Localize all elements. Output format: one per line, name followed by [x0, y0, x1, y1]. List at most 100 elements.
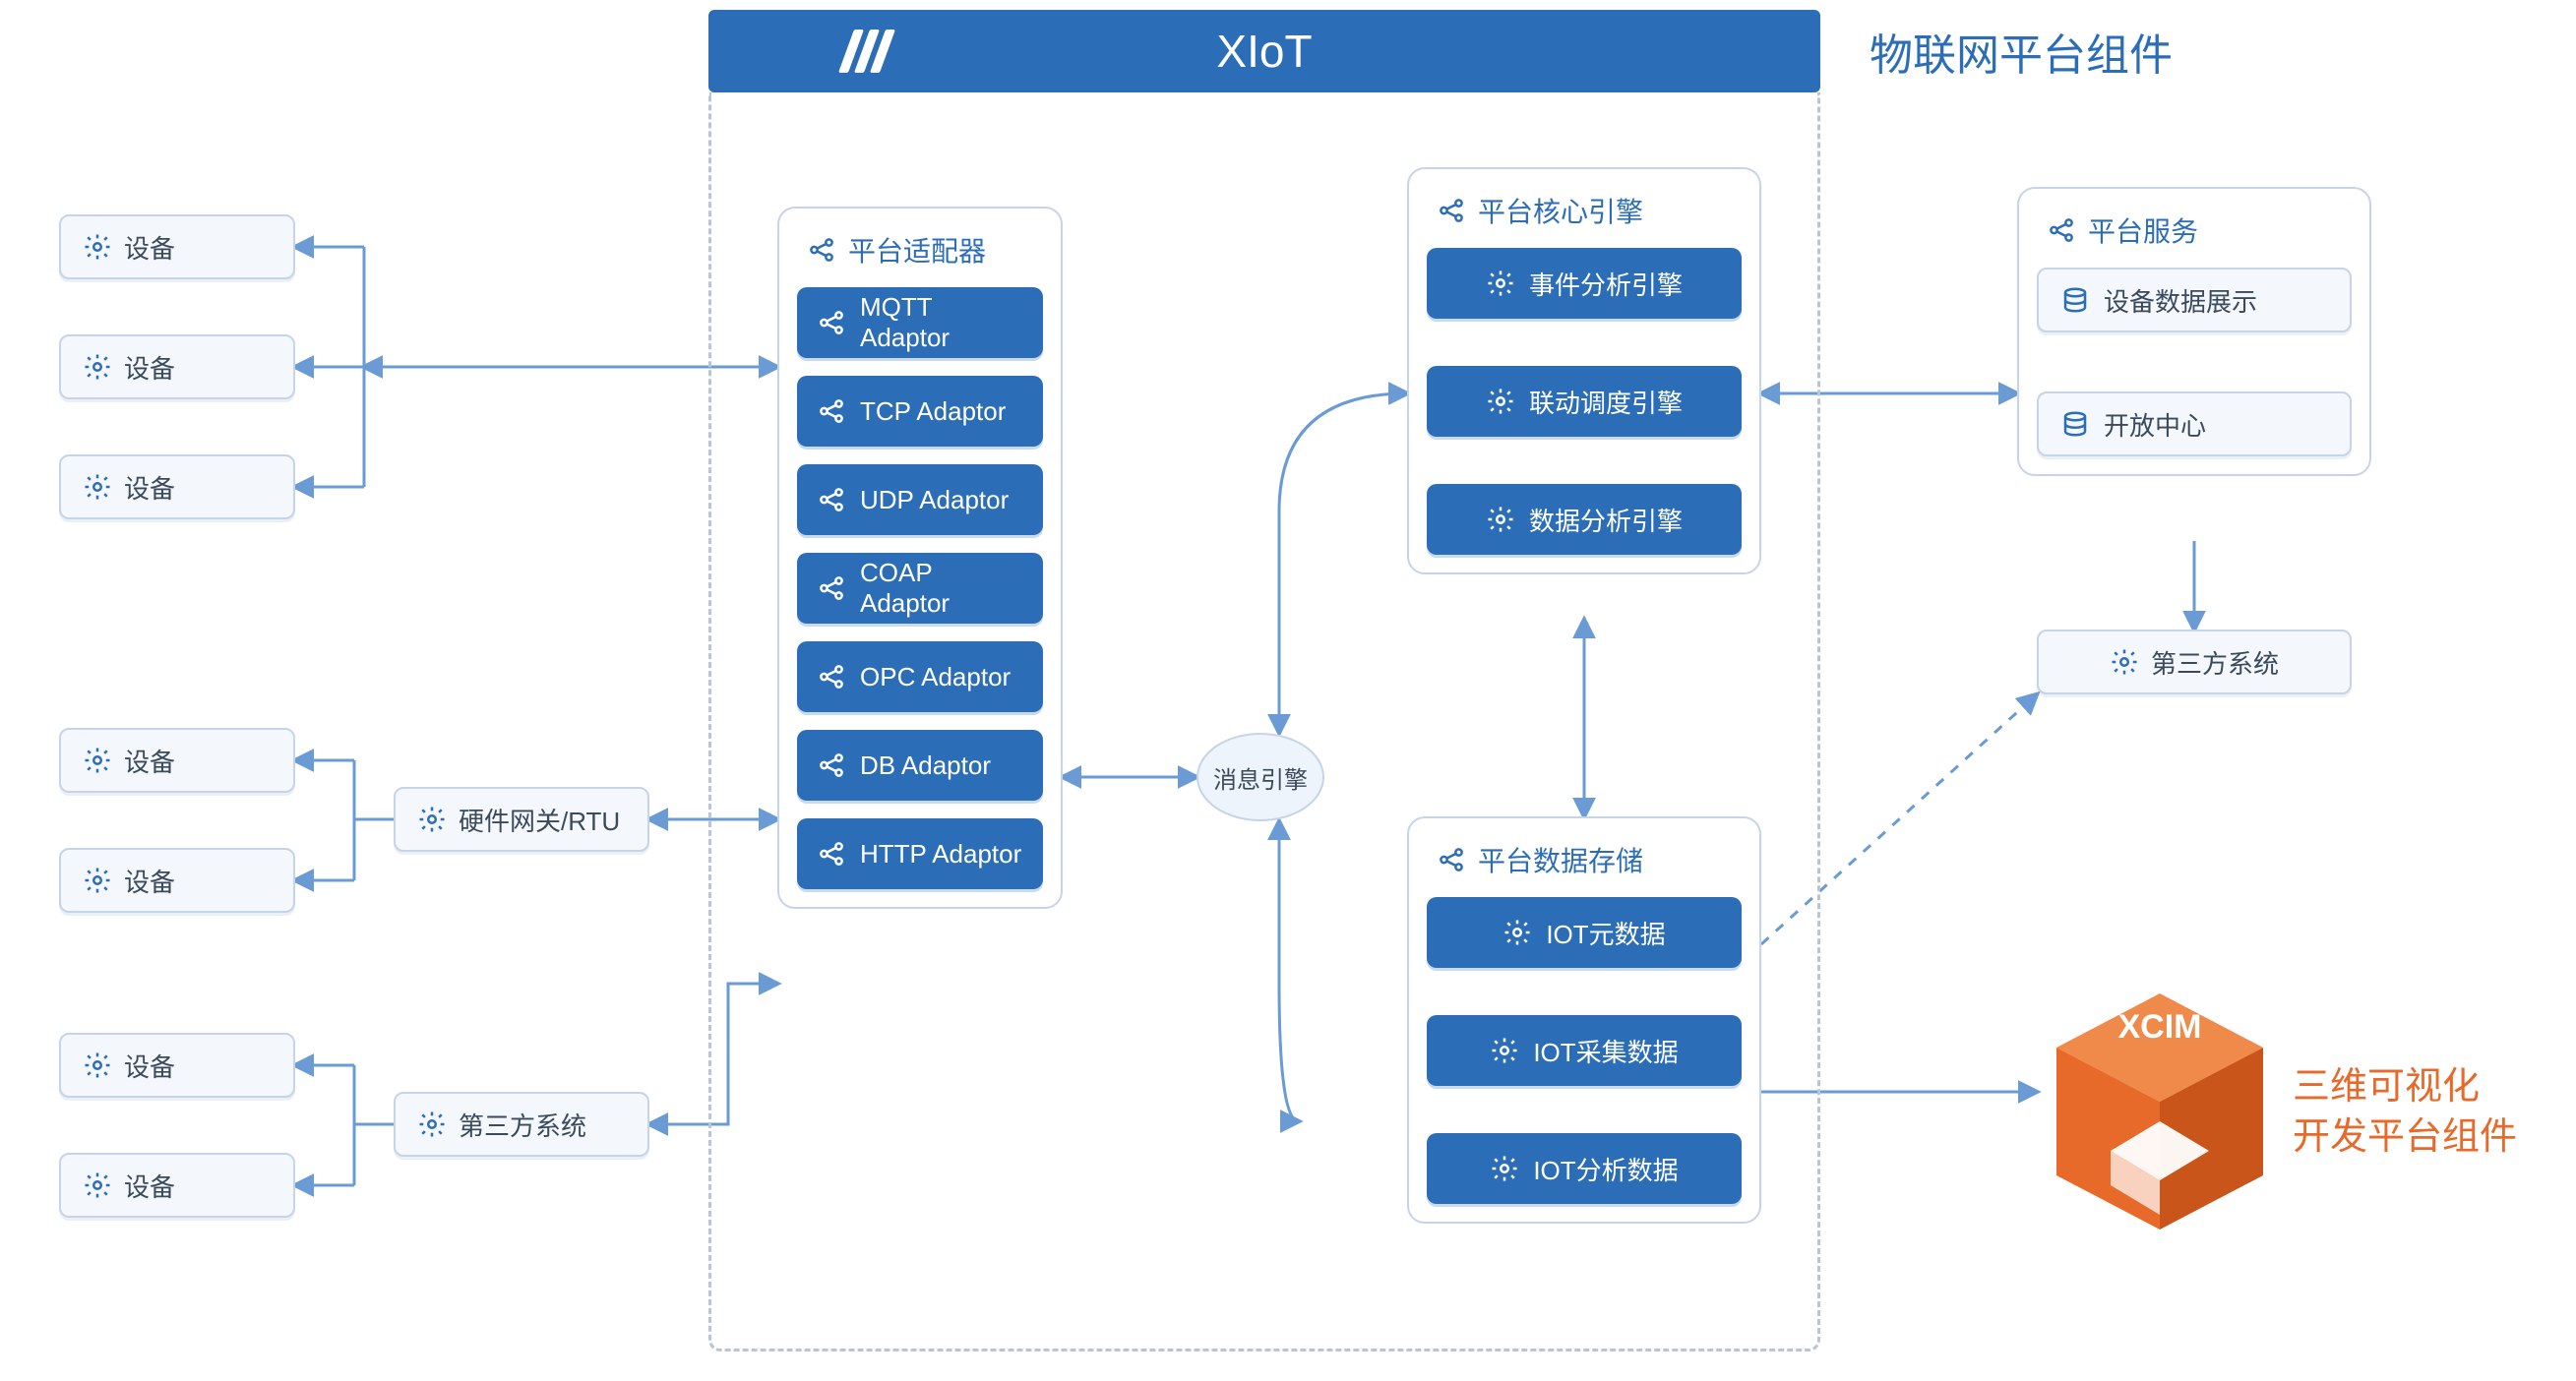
adaptor-label: COAP Adaptor — [860, 558, 1023, 619]
database-icon — [2060, 409, 2090, 439]
gear-icon — [1490, 1154, 1519, 1183]
share-icon — [817, 573, 846, 603]
engine-label: 数据分析引擎 — [1529, 502, 1683, 538]
gear-icon — [83, 1171, 112, 1200]
panel-title-label: 平台数据存储 — [1478, 840, 1643, 879]
gear-icon — [1490, 1036, 1519, 1065]
gear-icon — [83, 866, 112, 895]
adaptor-label: MQTT Adaptor — [860, 292, 1023, 353]
share-icon — [817, 396, 846, 426]
adaptor-label: UDP Adaptor — [860, 485, 1009, 515]
gear-icon — [83, 1051, 112, 1080]
gear-icon — [1486, 387, 1515, 416]
header-title: XIoT — [1216, 25, 1312, 78]
adaptor-item: OPC Adaptor — [797, 641, 1043, 712]
gear-icon — [83, 352, 112, 382]
device-node: 设备 — [59, 848, 295, 913]
gear-icon — [2110, 647, 2139, 677]
third-party-node: 第三方系统 — [394, 1092, 649, 1157]
service-item: 开放中心 — [2037, 391, 2352, 456]
adaptor-label: HTTP Adaptor — [860, 839, 1021, 870]
data-store-panel: 平台数据存储 IOT元数据 IOT采集数据 IOT分析数据 — [1407, 816, 1761, 1224]
third-party-right-node: 第三方系统 — [2037, 630, 2352, 694]
service-label: 开放中心 — [2104, 406, 2206, 443]
store-item: IOT分析数据 — [1427, 1133, 1742, 1204]
adaptor-label: OPC Adaptor — [860, 662, 1011, 692]
xcim-side-label: 三维可视化 开发平台组件 — [2293, 1062, 2517, 1164]
adaptor-item: UDP Adaptor — [797, 464, 1043, 535]
message-engine-label: 消息引擎 — [1213, 760, 1308, 795]
device-label: 设备 — [124, 469, 175, 506]
device-node: 设备 — [59, 728, 295, 793]
gateway-node: 硬件网关/RTU — [394, 787, 649, 852]
engine-label: 事件分析引擎 — [1529, 266, 1683, 302]
third-party-right-label: 第三方系统 — [2151, 644, 2279, 681]
gear-icon — [417, 1110, 447, 1139]
adaptor-label: DB Adaptor — [860, 751, 991, 781]
core-engine-panel: 平台核心引擎 事件分析引擎 联动调度引擎 数据分析引擎 — [1407, 167, 1761, 574]
logo-icon — [846, 30, 888, 73]
share-icon — [2047, 215, 2076, 245]
panel-title-label: 平台核心引擎 — [1478, 191, 1643, 230]
adaptor-item: MQTT Adaptor — [797, 287, 1043, 358]
header-side-title: 物联网平台组件 — [1870, 20, 2173, 83]
gear-icon — [83, 472, 112, 502]
adaptor-item: DB Adaptor — [797, 730, 1043, 801]
store-item: IOT元数据 — [1427, 897, 1742, 968]
gear-icon — [83, 746, 112, 775]
service-item: 设备数据展示 — [2037, 268, 2352, 332]
gear-icon — [1486, 505, 1515, 534]
share-icon — [1437, 196, 1466, 225]
gear-icon — [1486, 269, 1515, 298]
device-label: 设备 — [124, 1168, 175, 1204]
third-party-label: 第三方系统 — [459, 1107, 586, 1143]
share-icon — [817, 485, 846, 514]
device-label: 设备 — [124, 1048, 175, 1084]
message-engine-node: 消息引擎 — [1196, 733, 1324, 821]
device-label: 设备 — [124, 863, 175, 899]
engine-item: 事件分析引擎 — [1427, 248, 1742, 319]
device-node: 设备 — [59, 1033, 295, 1098]
share-icon — [817, 662, 846, 691]
gear-icon — [417, 805, 447, 834]
store-label: IOT采集数据 — [1533, 1033, 1678, 1069]
adaptor-label: TCP Adaptor — [860, 396, 1006, 427]
share-icon — [807, 235, 836, 265]
gateway-label: 硬件网关/RTU — [459, 802, 620, 838]
diagram-canvas: XIoT 物联网平台组件 设备 设备 设备 设备 设备 硬件网关/RTU 设备 … — [0, 0, 2576, 1381]
service-label: 设备数据展示 — [2104, 282, 2257, 319]
engine-item: 联动调度引擎 — [1427, 366, 1742, 437]
device-node: 设备 — [59, 1153, 295, 1218]
engine-label: 联动调度引擎 — [1529, 384, 1683, 420]
xcim-side-line2: 开发平台组件 — [2293, 1112, 2517, 1163]
panel-title-label: 平台服务 — [2088, 210, 2198, 250]
adaptor-item: COAP Adaptor — [797, 553, 1043, 624]
service-panel: 平台服务 设备数据展示 开放中心 — [2017, 187, 2371, 476]
service-panel-title: 平台服务 — [2037, 210, 2352, 250]
engine-item: 数据分析引擎 — [1427, 484, 1742, 555]
device-label: 设备 — [124, 743, 175, 779]
adaptor-panel: 平台适配器 MQTT Adaptor TCP Adaptor UDP Adapt… — [777, 207, 1063, 909]
core-engine-panel-title: 平台核心引擎 — [1427, 191, 1742, 230]
device-node: 设备 — [59, 214, 295, 279]
store-label: IOT元数据 — [1546, 915, 1665, 951]
xcim-side-line1: 三维可视化 — [2293, 1062, 2517, 1112]
device-label: 设备 — [124, 229, 175, 266]
adaptor-item: HTTP Adaptor — [797, 818, 1043, 889]
gear-icon — [83, 232, 112, 262]
share-icon — [1437, 845, 1466, 874]
device-node: 设备 — [59, 454, 295, 519]
store-item: IOT采集数据 — [1427, 1015, 1742, 1086]
gear-icon — [1503, 918, 1532, 947]
adaptor-panel-title: 平台适配器 — [797, 230, 1043, 270]
panel-title-label: 平台适配器 — [848, 230, 986, 270]
data-store-panel-title: 平台数据存储 — [1427, 840, 1742, 879]
device-node: 设备 — [59, 334, 295, 399]
adaptor-item: TCP Adaptor — [797, 376, 1043, 447]
share-icon — [817, 751, 846, 780]
xcim-cube: XCIM — [2047, 984, 2273, 1244]
cube-icon: XCIM — [2047, 984, 2273, 1239]
device-label: 设备 — [124, 349, 175, 386]
database-icon — [2060, 285, 2090, 315]
share-icon — [817, 839, 846, 869]
